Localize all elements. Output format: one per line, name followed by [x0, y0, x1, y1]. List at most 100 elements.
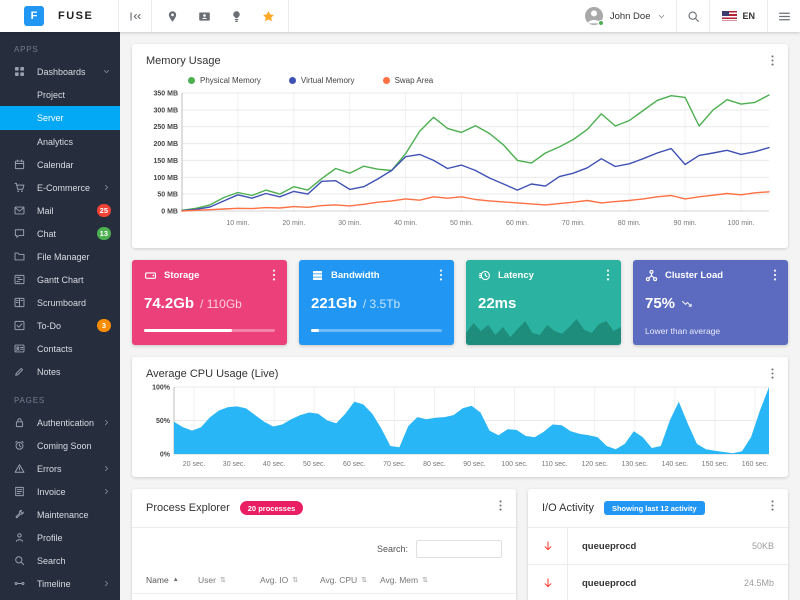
- legend-swap-area[interactable]: Swap Area: [382, 76, 433, 85]
- divider: [676, 0, 678, 32]
- column-header-user[interactable]: User ⇅: [198, 575, 260, 585]
- sidebar-item-errors[interactable]: Errors: [0, 457, 120, 480]
- sidebar-item-scrumboard[interactable]: Scrumboard: [0, 291, 120, 314]
- svg-text:350 MB: 350 MB: [153, 91, 178, 98]
- sidebar-item-label: Mail: [37, 205, 54, 216]
- storage-total: / 110Gb: [200, 296, 242, 311]
- sidebar-item-server[interactable]: Server: [0, 106, 120, 130]
- memory-usage-card: Memory Usage Physical Memory Virtual Memo…: [132, 44, 788, 248]
- sidebar-item-project[interactable]: Project: [0, 83, 120, 106]
- svg-text:30 min.: 30 min.: [338, 220, 361, 227]
- column-header-avg-io[interactable]: Avg. IO ⇅: [260, 575, 320, 585]
- main-content: Memory Usage Physical Memory Virtual Memo…: [120, 32, 800, 600]
- legend-virtual-memory[interactable]: Virtual Memory: [288, 76, 355, 85]
- svg-text:110 sec.: 110 sec.: [542, 461, 568, 468]
- sidebar-item-label: Chat: [37, 228, 57, 239]
- history-clock-icon: [478, 269, 491, 282]
- svg-text:80 sec.: 80 sec.: [423, 461, 446, 468]
- cluster-menu-button[interactable]: [768, 268, 782, 282]
- storage-title: Storage: [164, 270, 200, 281]
- sidebar-item-mail[interactable]: Mail 25: [0, 199, 120, 222]
- sort-ascending-icon: ▲: [172, 577, 179, 583]
- sidebar-item-contacts[interactable]: Contacts: [0, 337, 120, 360]
- user-menu[interactable]: John Doe: [575, 0, 677, 32]
- sidebar-item-to-do[interactable]: To-Do 3: [0, 314, 120, 337]
- fold-icon: [129, 10, 142, 23]
- cluster-load-title: Cluster Load: [665, 270, 724, 281]
- sidebar-item-e-commerce[interactable]: E-Commerce: [0, 176, 120, 199]
- to-do-badge: 3: [97, 319, 111, 332]
- cpu-usage-title: Average CPU Usage (Live): [146, 368, 279, 380]
- storage-used: 74.2Gb: [144, 295, 195, 312]
- legend-label: Physical Memory: [200, 76, 261, 85]
- sidebar-item-label: Authentication: [37, 417, 95, 428]
- svg-text:10 min.: 10 min.: [226, 220, 249, 227]
- column-header-avg-mem[interactable]: Avg. Mem ⇅: [380, 575, 428, 585]
- svg-text:120 sec.: 120 sec.: [581, 461, 608, 468]
- tips-button[interactable]: [220, 0, 252, 32]
- us-flag-icon: [722, 11, 738, 21]
- search-button[interactable]: [677, 0, 709, 32]
- sidebar-item-label: E-Commerce: [37, 182, 91, 193]
- svg-text:0 MB: 0 MB: [161, 209, 178, 216]
- sidebar-item-profile[interactable]: Profile: [0, 526, 120, 549]
- bandwidth-menu-button[interactable]: [434, 268, 448, 282]
- memory-usage-chart: 0 MB 50 MB 100 MB 150 MB 200 MB 250 MB 300 MB 3…: [146, 87, 774, 227]
- sidebar-item-maintenance[interactable]: Maintenance: [0, 503, 120, 526]
- process-table-header: Name ▲ User ⇅ Avg. IO ⇅ Avg. CPU ⇅ Avg. Mem ⇅: [132, 566, 516, 594]
- memory-card-menu-button[interactable]: [765, 53, 780, 68]
- favorites-button[interactable]: [252, 0, 284, 32]
- io-activity-card: I/O Activity Showing last 12 activity qu…: [528, 489, 788, 600]
- sidebar-fold-button[interactable]: [119, 0, 151, 32]
- sidebar-item-notes[interactable]: Notes: [0, 360, 120, 383]
- svg-text:140 sec.: 140 sec.: [662, 461, 689, 468]
- app-logo[interactable]: F FUSE: [0, 6, 118, 26]
- svg-text:90 min.: 90 min.: [674, 220, 697, 227]
- io-activity-list: queueprocd 50KB queueprocd 24.5Mb: [528, 528, 788, 600]
- sidebar-item-invoice[interactable]: Invoice: [0, 480, 120, 503]
- sidebar-item-search[interactable]: Search: [0, 549, 120, 572]
- sidebar-item-chat[interactable]: Chat 13: [0, 222, 120, 245]
- sidebar-item-calendar[interactable]: Calendar: [0, 153, 120, 176]
- sidebar-item-timeline[interactable]: Timeline: [0, 572, 120, 595]
- gantt-chart-icon: [14, 274, 25, 285]
- svg-text:50%: 50%: [156, 418, 171, 425]
- location-pin-button[interactable]: [156, 0, 188, 32]
- storage-menu-button[interactable]: [267, 268, 281, 282]
- cluster-load-card-header: Cluster Load: [645, 269, 776, 282]
- sidebar-item-label: Calendar: [37, 159, 74, 170]
- sidebar-item-file-manager[interactable]: File Manager: [0, 245, 120, 268]
- language-selector[interactable]: EN: [710, 0, 767, 32]
- bandwidth-progress-bar: [311, 329, 442, 332]
- svg-text:100 MB: 100 MB: [153, 175, 178, 182]
- latency-menu-button[interactable]: [601, 268, 615, 282]
- sidebar-item-label: Gantt Chart: [37, 274, 84, 285]
- sidebar-item-analytics[interactable]: Analytics: [0, 130, 120, 153]
- legend-physical-memory[interactable]: Physical Memory: [188, 76, 261, 85]
- bandwidth-used: 221Gb: [311, 295, 357, 312]
- process-menu-button[interactable]: [493, 498, 508, 513]
- cluster-load-value: 75%: [645, 295, 776, 312]
- contact-card-button[interactable]: [188, 0, 220, 32]
- quick-panel-toggle-button[interactable]: [768, 0, 800, 32]
- column-label: User: [198, 575, 216, 585]
- sidebar-item-label: Search: [37, 555, 66, 566]
- mail-badge: 25: [96, 204, 111, 217]
- column-header-name[interactable]: Name ▲: [146, 575, 198, 585]
- sidebar-item-gantt-chart[interactable]: Gantt Chart: [0, 268, 120, 291]
- io-activity-badge: Showing last 12 activity: [603, 501, 705, 515]
- bandwidth-title: Bandwidth: [331, 270, 380, 281]
- process-count-badge: 20 processes: [239, 501, 304, 515]
- sidebar-item-authentication[interactable]: Authentication: [0, 411, 120, 434]
- cpu-card-menu-button[interactable]: [765, 366, 780, 381]
- language-label: EN: [742, 11, 755, 21]
- svg-text:80 min.: 80 min.: [618, 220, 641, 227]
- process-search-input[interactable]: [416, 540, 502, 558]
- kebab-icon: [434, 268, 448, 282]
- column-header-avg-cpu[interactable]: Avg. CPU ⇅: [320, 575, 380, 585]
- sidebar-item-coming-soon[interactable]: Coming Soon: [0, 434, 120, 457]
- e-commerce-icon: [14, 182, 25, 193]
- svg-text:50 MB: 50 MB: [157, 192, 178, 199]
- sidebar-item-dashboards[interactable]: Dashboards: [0, 60, 120, 83]
- io-menu-button[interactable]: [765, 498, 780, 513]
